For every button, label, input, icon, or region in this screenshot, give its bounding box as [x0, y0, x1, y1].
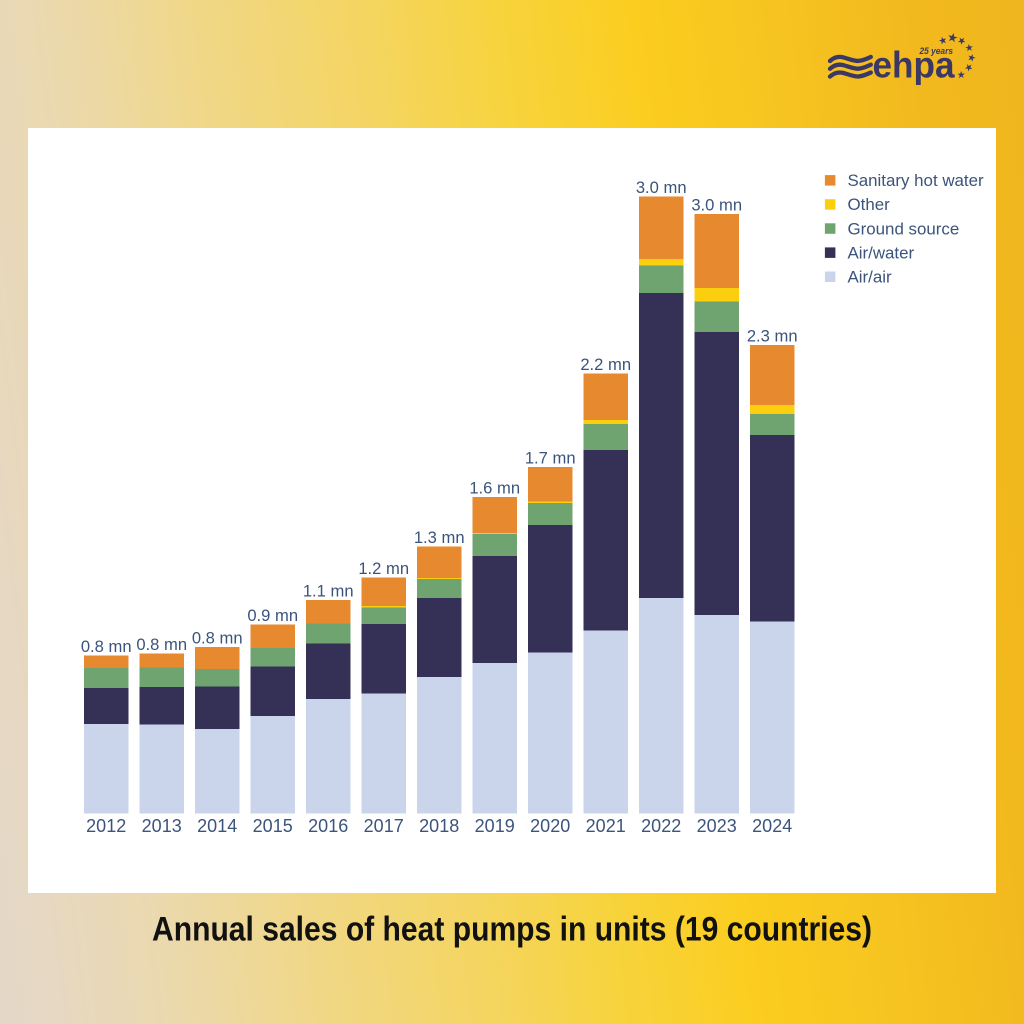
- svg-text:0.8 mn: 0.8 mn: [81, 637, 132, 656]
- svg-text:3.0 mn: 3.0 mn: [691, 196, 742, 215]
- svg-text:Annual sales of heat pumps in: Annual sales of heat pumps in units (19 …: [152, 911, 872, 949]
- svg-text:1.6 mn: 1.6 mn: [469, 479, 520, 498]
- svg-text:2021: 2021: [586, 816, 626, 836]
- svg-text:Ground source: Ground source: [848, 219, 960, 238]
- svg-text:2013: 2013: [142, 816, 182, 836]
- svg-text:2020: 2020: [530, 816, 570, 836]
- svg-text:2019: 2019: [475, 816, 515, 836]
- svg-text:3.0 mn: 3.0 mn: [636, 178, 687, 197]
- svg-text:25 years: 25 years: [919, 46, 954, 56]
- svg-text:ehpa: ehpa: [873, 44, 956, 86]
- svg-text:1.3 mn: 1.3 mn: [414, 528, 465, 547]
- svg-text:2023: 2023: [697, 816, 737, 836]
- svg-text:Other: Other: [848, 195, 891, 214]
- svg-text:2022: 2022: [641, 816, 681, 836]
- svg-text:2016: 2016: [308, 816, 348, 836]
- svg-text:0.8 mn: 0.8 mn: [192, 629, 243, 648]
- svg-text:2017: 2017: [364, 816, 404, 836]
- svg-text:Sanitary hot water: Sanitary hot water: [848, 171, 985, 190]
- svg-text:2014: 2014: [197, 816, 237, 836]
- svg-text:1.2 mn: 1.2 mn: [358, 559, 409, 578]
- svg-text:1.7 mn: 1.7 mn: [525, 449, 576, 468]
- svg-text:Air/water: Air/water: [848, 243, 915, 262]
- svg-text:0.8 mn: 0.8 mn: [136, 635, 187, 654]
- svg-text:2024: 2024: [752, 816, 792, 836]
- svg-text:2018: 2018: [419, 816, 459, 836]
- svg-text:2.3 mn: 2.3 mn: [747, 327, 798, 346]
- svg-text:Air/air: Air/air: [848, 268, 892, 287]
- svg-text:2015: 2015: [253, 816, 293, 836]
- svg-text:2.2 mn: 2.2 mn: [580, 355, 631, 374]
- svg-text:2012: 2012: [86, 816, 126, 836]
- svg-text:0.9 mn: 0.9 mn: [247, 606, 298, 625]
- svg-text:1.1 mn: 1.1 mn: [303, 582, 354, 601]
